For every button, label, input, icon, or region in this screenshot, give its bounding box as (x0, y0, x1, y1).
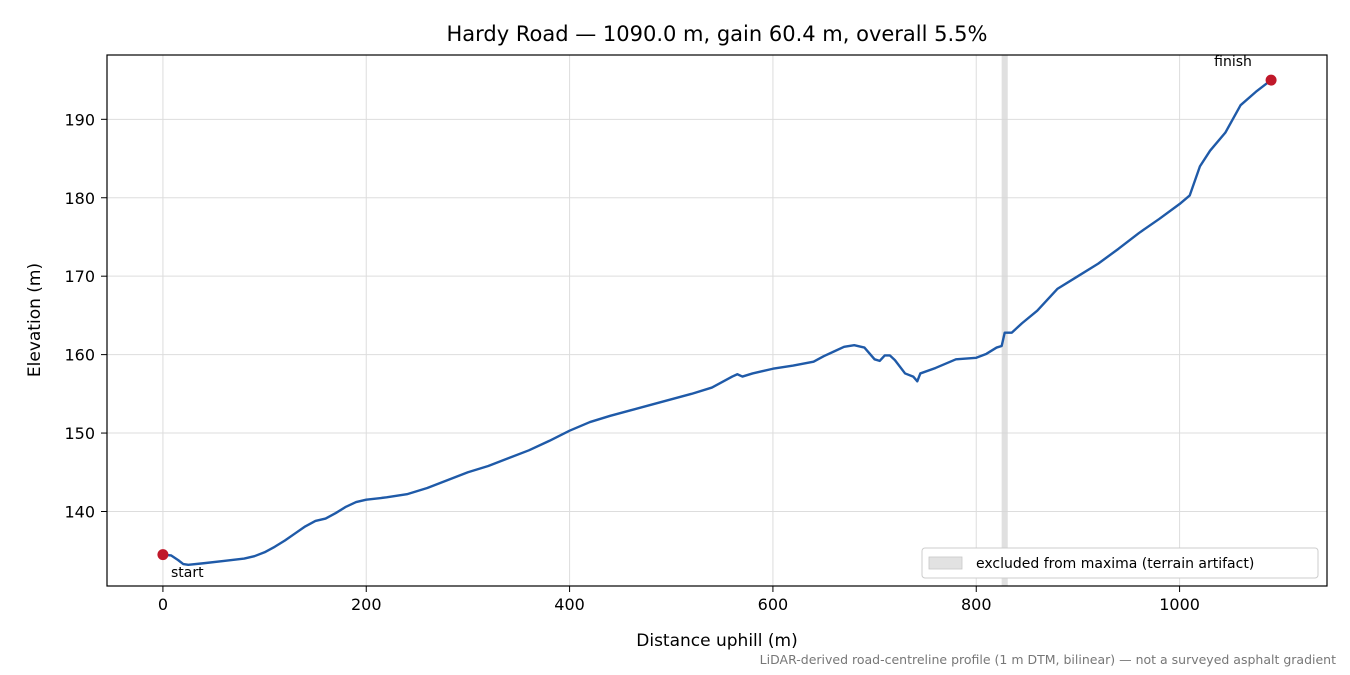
y-tick-label: 140 (64, 502, 95, 521)
legend: excluded from maxima (terrain artifact) (921, 547, 1319, 579)
x-tick-label: 400 (554, 595, 585, 614)
excluded-band-layer (1001, 55, 1008, 586)
y-axis-label: Elevation (m) (25, 263, 45, 377)
legend-box (921, 547, 1319, 579)
footnote: LiDAR-derived road-centreline profile (1… (760, 652, 1336, 667)
series-line-layer (161, 78, 1273, 567)
start-label: start (171, 565, 204, 581)
endpoint-markers (157, 74, 1277, 561)
legend-swatch (928, 556, 963, 570)
grid-lines (107, 55, 1327, 586)
x-tick-label: 800 (961, 595, 992, 614)
start-marker (157, 549, 169, 561)
y-tick-label: 180 (64, 189, 95, 208)
y-tick-label: 150 (64, 424, 95, 443)
excluded-band (1001, 55, 1008, 586)
y-tick-label: 170 (64, 267, 95, 286)
x-tick-label: 200 (351, 595, 382, 614)
elevation-line (161, 78, 1273, 567)
x-tick-label: 600 (758, 595, 789, 614)
y-tick-label: 160 (64, 346, 95, 365)
y-tick-label: 190 (64, 110, 95, 129)
x-axis-ticks: 0 200 400 600 800 1000 (158, 586, 1200, 614)
x-tick-label: 0 (158, 595, 168, 614)
plot-frame (106, 54, 1328, 587)
finish-marker (1265, 74, 1277, 86)
x-axis-label: Distance uphill (m) (636, 631, 797, 651)
legend-label: excluded from maxima (terrain artifact) (976, 556, 1254, 572)
chart-title: Hardy Road — 1090.0 m, gain 60.4 m, over… (446, 22, 987, 46)
y-axis-ticks: 140 150 160 170 180 190 (64, 110, 107, 521)
x-tick-label: 1000 (1159, 595, 1200, 614)
finish-label: finish (1214, 54, 1252, 70)
